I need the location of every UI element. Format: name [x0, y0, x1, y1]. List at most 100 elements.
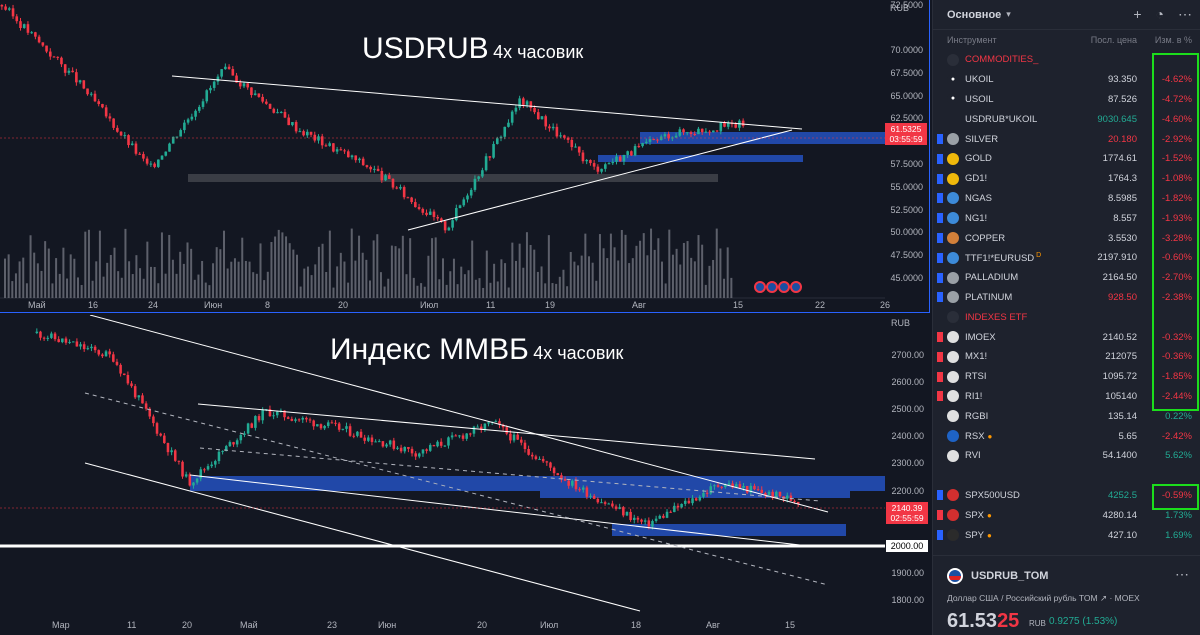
imoex-chart-canvas[interactable]: [0, 315, 885, 635]
watchlist-section[interactable]: COMMODITIES_: [933, 50, 1200, 70]
flag-marker-icon[interactable]: [937, 55, 943, 65]
watchlist-row[interactable]: RGBI 135.14 0.22%: [933, 406, 1200, 426]
candle-body: [589, 160, 592, 164]
flag-marker-icon[interactable]: [937, 332, 943, 343]
flag-marker-icon[interactable]: [937, 431, 943, 441]
section-icon: [947, 311, 959, 324]
watchlist-panel[interactable]: Основное ▾ + ◔ ⋯ Инструмент Посл. цена И…: [932, 0, 1200, 635]
watchlist-row[interactable]: PALLADIUM 2164.50 -2.70%: [933, 268, 1200, 288]
usdrub-chart-pane[interactable]: USDRUB 4x часовик RUB 72.5000 70.0000 67.5…: [0, 0, 930, 313]
flag-marker-icon[interactable]: [937, 75, 943, 85]
candle-body: [179, 130, 182, 137]
flag-marker-icon[interactable]: [937, 153, 943, 164]
watchlist-row[interactable]: SPX500USD 4252.5 -0.59%: [933, 486, 1200, 506]
volume-bar: [573, 261, 576, 298]
flag-marker-icon[interactable]: [937, 213, 943, 224]
time-tick-label: Июл: [420, 300, 439, 310]
flag-marker-icon[interactable]: [937, 272, 943, 283]
flag-marker-icon[interactable]: [937, 233, 943, 244]
imoex-chart-pane[interactable]: Индекс ММВБ 4х часовик RUB 2700.00 2600.0…: [0, 315, 930, 635]
flag-marker-icon[interactable]: [937, 510, 943, 521]
more-icon[interactable]: ⋯: [1178, 6, 1192, 22]
watchlist-section[interactable]: INDEXES ETF: [933, 307, 1200, 327]
usdrub-chart-canvas[interactable]: [0, 0, 885, 312]
symbol-name: MX1!: [965, 351, 988, 363]
watchlist-row[interactable]: ● USOIL 87.526 -4.72%: [933, 90, 1200, 110]
volume-bar: [646, 255, 649, 298]
ru-icon: [947, 331, 959, 344]
candle-body: [56, 56, 60, 58]
volume-bar: [292, 249, 295, 298]
watchlist-row[interactable]: RVI 54.1400 5.62%: [933, 446, 1200, 466]
watchlist-row[interactable]: SPX ● 4280.14 1.73%: [933, 505, 1200, 525]
flag-marker-icon[interactable]: [937, 173, 943, 184]
change-percent: -2.42%: [1161, 430, 1192, 442]
volume-bar: [460, 266, 463, 298]
volume-bar: [201, 260, 204, 298]
watchlist-row[interactable]: USDRUB*UKOIL 9030.645 -4.60%: [933, 109, 1200, 129]
volume-bar: [719, 248, 722, 298]
candle-body: [374, 441, 377, 443]
flag-marker-icon[interactable]: [937, 451, 943, 461]
charts-area[interactable]: USDRUB 4x часовик RUB 72.5000 70.0000 67.5…: [0, 0, 930, 635]
candle-body: [447, 227, 451, 231]
plus-icon[interactable]: +: [1133, 6, 1142, 22]
volume-bar: [620, 229, 623, 298]
watchlist-row[interactable]: MX1! 212075 -0.36%: [933, 347, 1200, 367]
watchlist-rows: COMMODITIES_ ● UKOIL 93.350 -4.62% ● USOIL 87.5…: [933, 50, 1200, 545]
watchlist-title[interactable]: Основное: [947, 8, 1002, 21]
watchlist-row[interactable]: RTSI 1095.72 -1.85%: [933, 367, 1200, 387]
volume-bar: [299, 286, 302, 298]
flag-marker-icon[interactable]: [937, 193, 943, 204]
watchlist-row[interactable]: RSX ● 5.65 -2.42%: [933, 426, 1200, 446]
flag-marker-icon[interactable]: [937, 490, 943, 501]
flag-marker-icon[interactable]: [937, 411, 943, 421]
chevron-down-icon[interactable]: ▾: [1006, 9, 1011, 19]
clock-icon[interactable]: ◔: [1155, 6, 1164, 22]
candle-body: [250, 423, 254, 428]
flag-marker-icon[interactable]: [937, 312, 943, 322]
watchlist-row[interactable]: NG1! 8.557 -1.93%: [933, 208, 1200, 228]
watchlist-row[interactable]: RI1! 105140 -2.44%: [933, 387, 1200, 407]
flag-marker-icon[interactable]: [937, 292, 943, 303]
volume-bar: [489, 282, 492, 298]
flag-marker-icon[interactable]: [937, 371, 943, 382]
watchlist-row[interactable]: COPPER 3.5530 -3.28%: [933, 228, 1200, 248]
more-icon[interactable]: ⋯: [1175, 566, 1189, 582]
candle-body: [402, 187, 406, 198]
delayed-badge: D: [1036, 251, 1042, 259]
flag-marker-icon[interactable]: [937, 94, 943, 104]
candle-body: [287, 117, 290, 126]
volume-bar: [223, 230, 225, 298]
flag-marker-icon[interactable]: [937, 252, 943, 263]
flag-marker-icon[interactable]: [937, 114, 943, 124]
volume-bar: [208, 285, 211, 298]
candle-body: [499, 136, 503, 139]
volume-bar: [533, 249, 536, 298]
flag-marker-icon[interactable]: [937, 530, 943, 541]
imoex-price-axis[interactable]: RUB 2700.00 2600.00 2500.00 2400.00 2300.00 2…: [885, 315, 930, 615]
watchlist-row[interactable]: NGAS 8.5985 -1.82%: [933, 189, 1200, 209]
symbol-name: GD1!: [965, 173, 988, 185]
flag-marker-icon[interactable]: [937, 351, 943, 362]
usdrub-price-axis[interactable]: RUB 72.5000 70.0000 67.5000 65.0000 62.50006…: [884, 0, 929, 298]
detail-symbol[interactable]: USDRUB_TOM: [971, 570, 1049, 582]
candle-body: [328, 143, 331, 146]
watchlist-row[interactable]: SILVER 20.180 -2.92%: [933, 129, 1200, 149]
last-price: 1774.61: [1102, 153, 1137, 165]
spy-icon: [947, 529, 959, 542]
watchlist-row[interactable]: IMOEX 2140.52 -0.32%: [933, 327, 1200, 347]
column-instrument[interactable]: Инструмент: [947, 35, 997, 45]
flag-marker-icon[interactable]: [937, 134, 943, 145]
watchlist-row[interactable]: GOLD 1774.61 -1.52%: [933, 149, 1200, 169]
watchlist-row[interactable]: GD1! 1764.3 -1.08%: [933, 169, 1200, 189]
watchlist-row[interactable]: PLATINUM 928.50 -2.38%: [933, 288, 1200, 308]
watchlist-row[interactable]: ● UKOIL 93.350 -4.62%: [933, 70, 1200, 90]
candle-body: [101, 104, 104, 108]
watchlist-row[interactable]: SPY ● 427.10 1.69%: [933, 525, 1200, 545]
watchlist-row[interactable]: TTF1!*EURUSD D 2197.910 -0.60%: [933, 248, 1200, 268]
column-last-price[interactable]: Посл. цена: [1090, 35, 1137, 45]
flag-marker-icon[interactable]: [937, 391, 943, 402]
column-change[interactable]: Изм. в %: [1154, 35, 1192, 45]
volume-bar: [339, 252, 342, 298]
